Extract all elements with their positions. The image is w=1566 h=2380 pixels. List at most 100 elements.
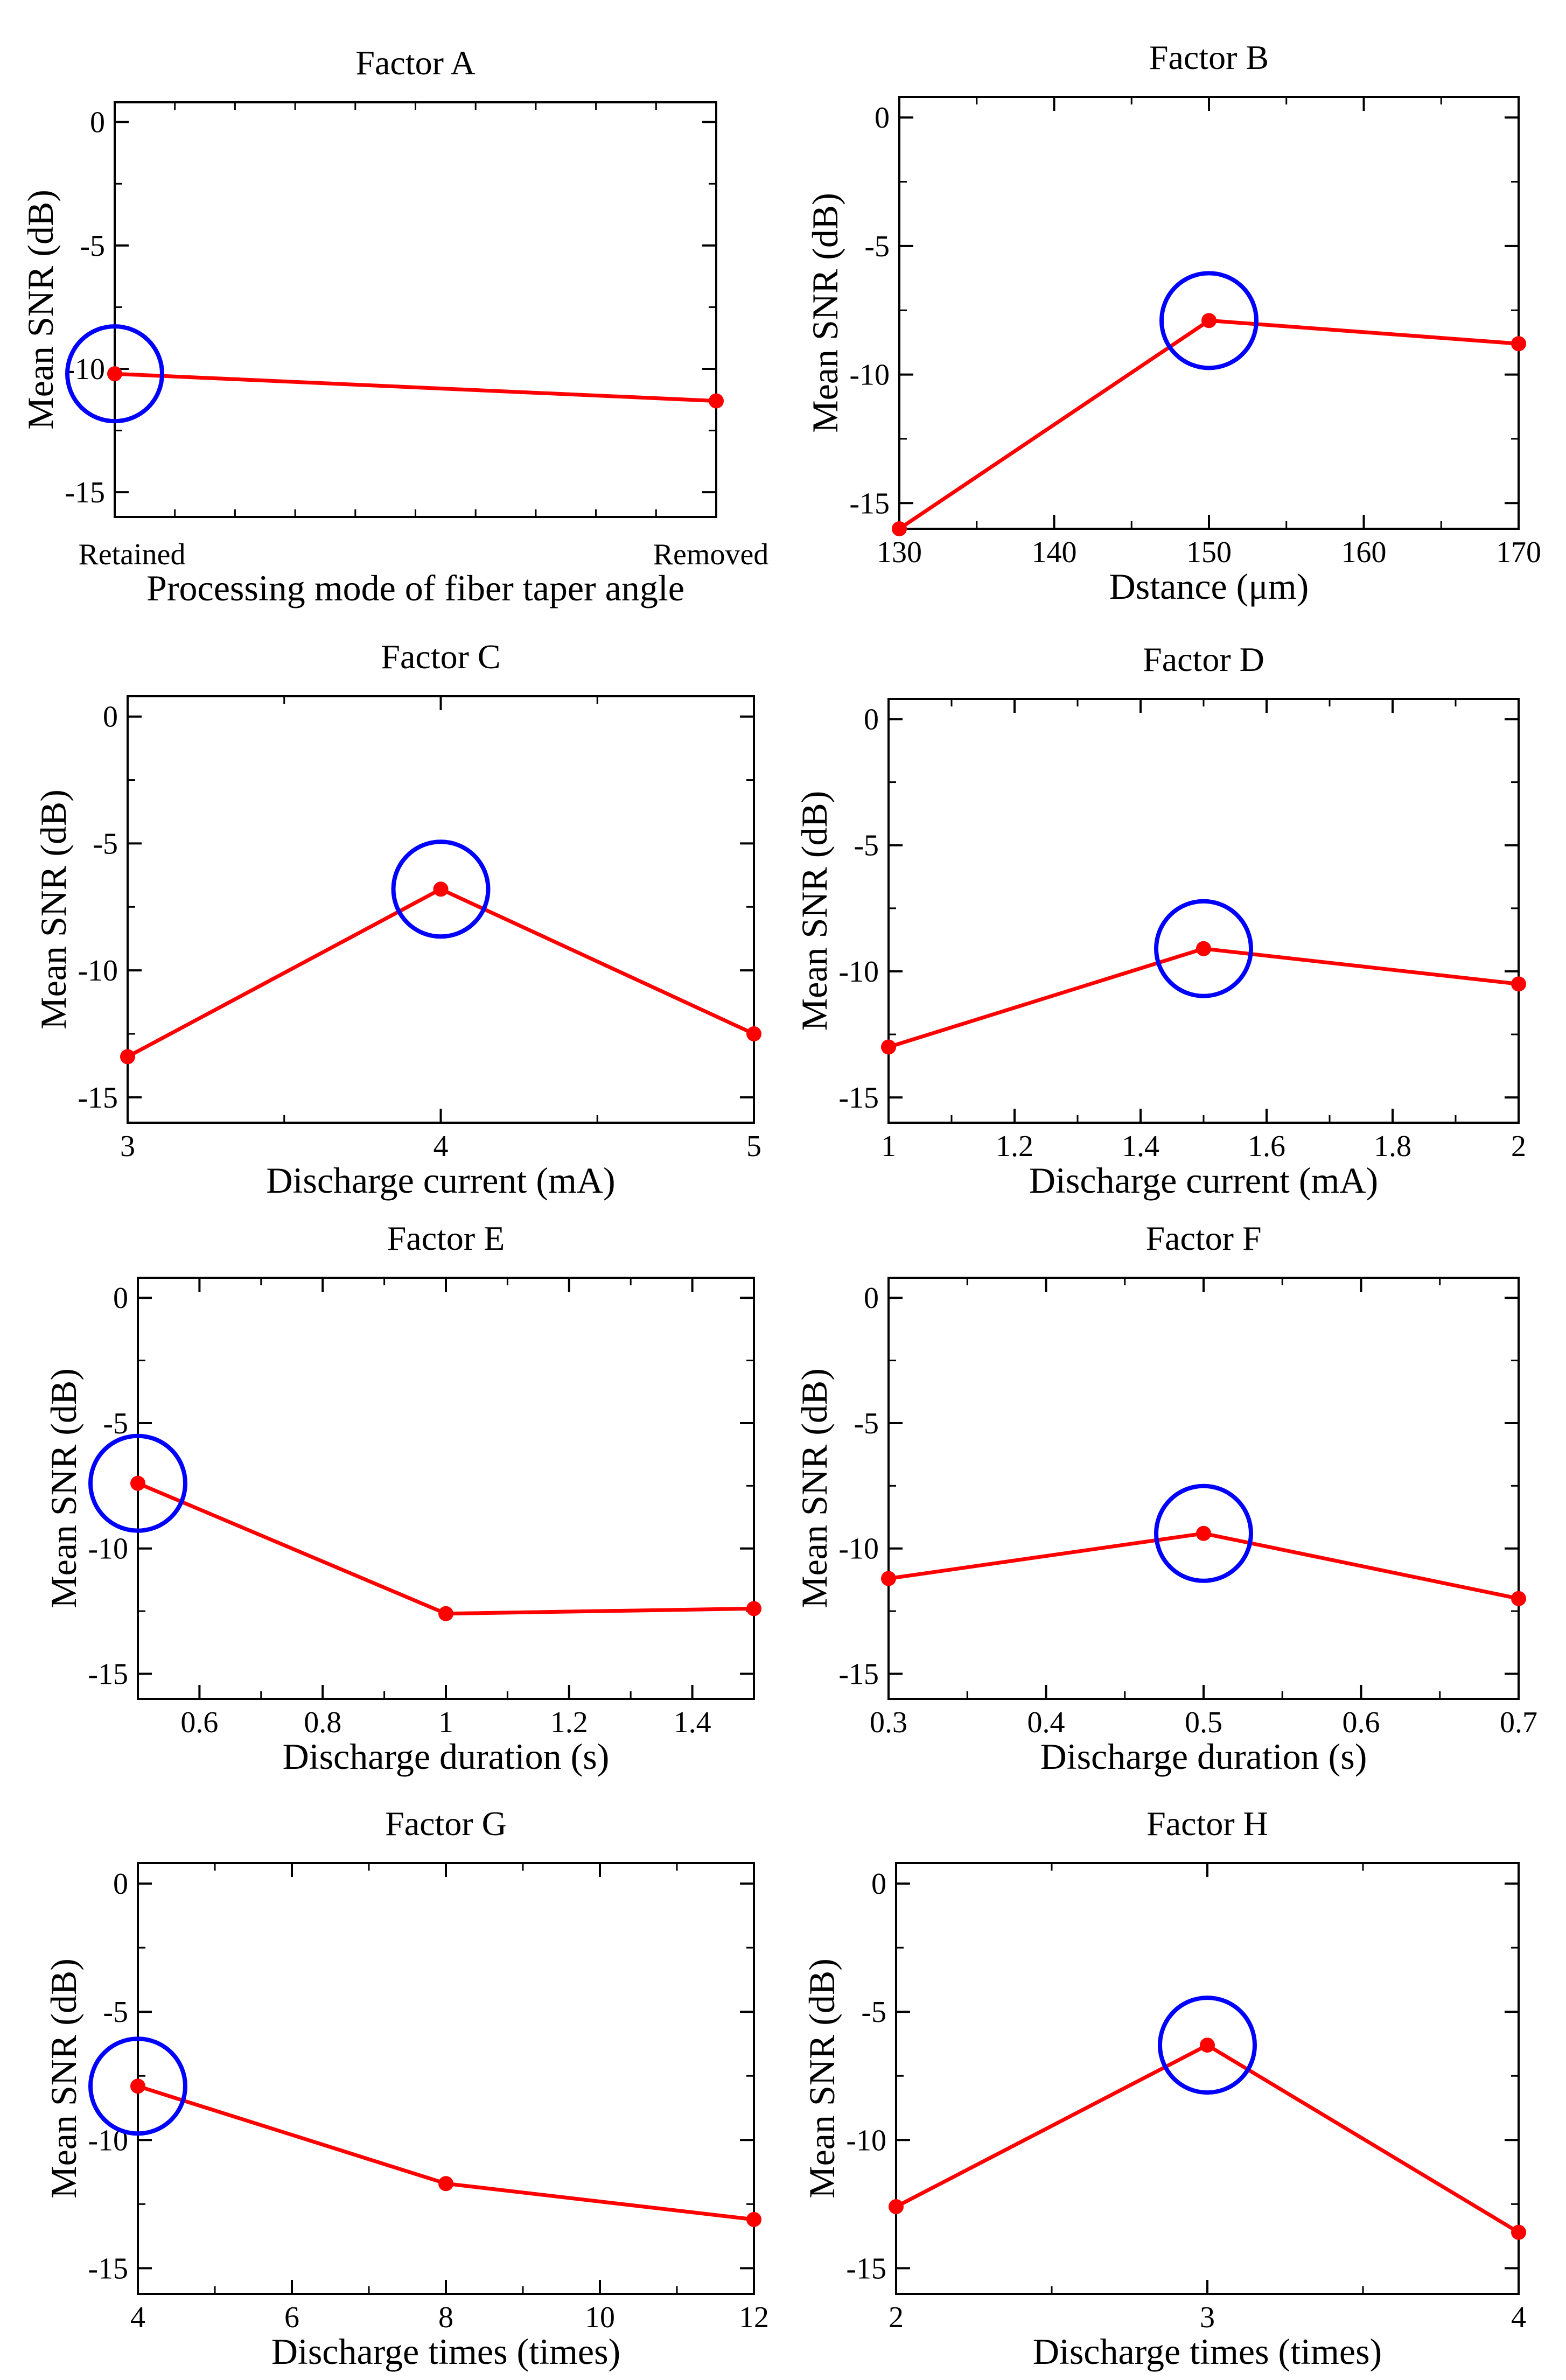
y-tick-label: 0 bbox=[871, 1867, 886, 1901]
data-point bbox=[130, 1475, 145, 1491]
y-tick-label: -15 bbox=[838, 1081, 879, 1115]
data-point bbox=[746, 2211, 761, 2227]
data-point bbox=[746, 1026, 761, 1041]
y-tick-label: -5 bbox=[861, 1996, 886, 2029]
plot-frame bbox=[887, 698, 1520, 1124]
y-tick-label: 0 bbox=[103, 701, 118, 734]
x-tick-label: 3 bbox=[120, 1130, 135, 1163]
x-tick-label: 0.4 bbox=[1027, 1706, 1065, 1739]
x-tick-label: 10 bbox=[585, 2301, 615, 2334]
y-axis-label: Mean SNR (dB) bbox=[794, 1368, 835, 1608]
x-tick-label: 4 bbox=[1511, 2301, 1526, 2334]
x-tick-label: 1.8 bbox=[1374, 1130, 1411, 1163]
chart-title: Factor H bbox=[1146, 1804, 1268, 1843]
x-axis-label: Dstance (μm) bbox=[1109, 566, 1309, 607]
y-axis-label: Mean SNR (dB) bbox=[43, 1958, 84, 2199]
optimal-level-highlight bbox=[1154, 899, 1253, 998]
y-tick-label: -5 bbox=[93, 827, 118, 860]
y-tick-label: 0 bbox=[113, 1282, 128, 1315]
chart-title: Factor E bbox=[387, 1219, 505, 1257]
data-point bbox=[438, 1606, 453, 1621]
data-point bbox=[1201, 313, 1217, 328]
x-tick-label: 12 bbox=[739, 2301, 769, 2334]
x-tick-label: 170 bbox=[1496, 536, 1541, 569]
panel-factor-h: Factor H 0 -5 -10 -152 3 4 Discharge times (tim… bbox=[801, 1804, 1526, 2372]
series-line bbox=[127, 887, 755, 1059]
x-tick-label: 0.6 bbox=[180, 1706, 218, 1739]
y-tick-label: 0 bbox=[90, 106, 105, 139]
series-line bbox=[895, 2043, 1520, 2234]
x-axis-label: Discharge duration (s) bbox=[283, 1736, 610, 1777]
series-line bbox=[898, 318, 1519, 530]
x-tick-label: 4 bbox=[434, 1130, 449, 1163]
chart-title: Factor A bbox=[355, 44, 475, 82]
data-point bbox=[1511, 336, 1526, 352]
data-point bbox=[1200, 2038, 1215, 2053]
chart-title: Factor F bbox=[1145, 1219, 1261, 1257]
y-tick-label: 0 bbox=[113, 1867, 128, 1901]
plot-frame bbox=[137, 1862, 755, 2295]
optimal-level-highlight bbox=[1158, 1996, 1257, 2095]
y-axis-label: Mean SNR (dB) bbox=[805, 193, 845, 433]
data-point bbox=[438, 2176, 453, 2192]
y-axis-label: Mean SNR (dB) bbox=[794, 791, 835, 1031]
y-tick-label: 0 bbox=[864, 1282, 879, 1315]
series-line bbox=[114, 372, 717, 403]
y-tick-label: -10 bbox=[846, 2124, 886, 2157]
y-tick-label: -15 bbox=[88, 2252, 128, 2285]
chart-title: Factor C bbox=[381, 638, 500, 676]
x-tick-label: 1.6 bbox=[1248, 1130, 1285, 1163]
y-tick-label: 0 bbox=[875, 101, 890, 135]
series-line bbox=[137, 2084, 754, 2222]
panel-factor-c: Factor C 0 -5 -10 -153 4 5 Discharge current (m… bbox=[33, 638, 761, 1201]
data-point bbox=[892, 521, 907, 536]
data-point bbox=[889, 2199, 904, 2215]
x-tick-label: 2 bbox=[889, 2301, 904, 2334]
data-point bbox=[881, 1571, 896, 1586]
y-tick-label: 0 bbox=[864, 703, 879, 736]
x-tick-label: 3 bbox=[1200, 2301, 1215, 2334]
x-tick-label: 1.2 bbox=[996, 1130, 1033, 1163]
x-tick-label: 1 bbox=[438, 1706, 453, 1739]
x-tick-label: 2 bbox=[1511, 1130, 1526, 1163]
y-tick-label: -10 bbox=[78, 954, 118, 988]
data-point bbox=[1196, 941, 1211, 956]
x-axis-label: Discharge current (mA) bbox=[1029, 1160, 1378, 1201]
x-axis-label: Discharge current (mA) bbox=[266, 1160, 615, 1201]
x-axis-label: Processing mode of fiber taper angle bbox=[146, 568, 684, 608]
plot-frame bbox=[127, 695, 755, 1124]
y-tick-label: -5 bbox=[854, 829, 879, 863]
y-tick-label: -15 bbox=[846, 2252, 886, 2285]
y-tick-label: -15 bbox=[78, 1081, 118, 1115]
x-axis-label: Discharge times (times) bbox=[271, 2331, 620, 2372]
data-point bbox=[130, 2078, 145, 2094]
plot-frame bbox=[898, 96, 1520, 530]
x-tick-label: 0.8 bbox=[304, 1706, 341, 1739]
y-tick-label: -10 bbox=[838, 955, 879, 989]
data-point bbox=[1511, 2224, 1526, 2240]
y-tick-label: -15 bbox=[88, 1657, 128, 1691]
y-axis-label: Mean SNR (dB) bbox=[43, 1368, 84, 1608]
data-point bbox=[1196, 1525, 1211, 1541]
y-tick-label: -15 bbox=[838, 1657, 879, 1691]
panel-factor-e: Factor E 0 -5 -10 -15 0.6 0.8 1 1.2 1.4 Discharge … bbox=[43, 1219, 761, 1777]
optimal-level-highlight bbox=[1154, 1483, 1253, 1583]
x-tick-label: 4 bbox=[130, 2301, 145, 2334]
x-tick-label: 0.7 bbox=[1500, 1706, 1537, 1739]
y-axis-label: Mean SNR (dB) bbox=[33, 789, 74, 1030]
x-tick-label: 1.4 bbox=[1122, 1130, 1159, 1163]
x-tick-label: 1.4 bbox=[674, 1706, 711, 1739]
data-point bbox=[120, 1049, 135, 1065]
panel-factor-b: Factor B 0 -5 -10 -15 130 140 150 160 170 Dstance … bbox=[805, 38, 1541, 607]
plot-frame bbox=[137, 1277, 755, 1700]
y-tick-label: -15 bbox=[65, 476, 105, 509]
x-tick-label: 130 bbox=[877, 536, 922, 569]
plot-frame bbox=[114, 101, 717, 518]
optimal-level-highlight bbox=[391, 839, 491, 939]
y-tick-label: -5 bbox=[864, 230, 890, 263]
x-axis-label: Discharge duration (s) bbox=[1040, 1736, 1367, 1777]
optimal-level-highlight bbox=[1159, 271, 1259, 370]
plot-frame bbox=[887, 1277, 1520, 1700]
